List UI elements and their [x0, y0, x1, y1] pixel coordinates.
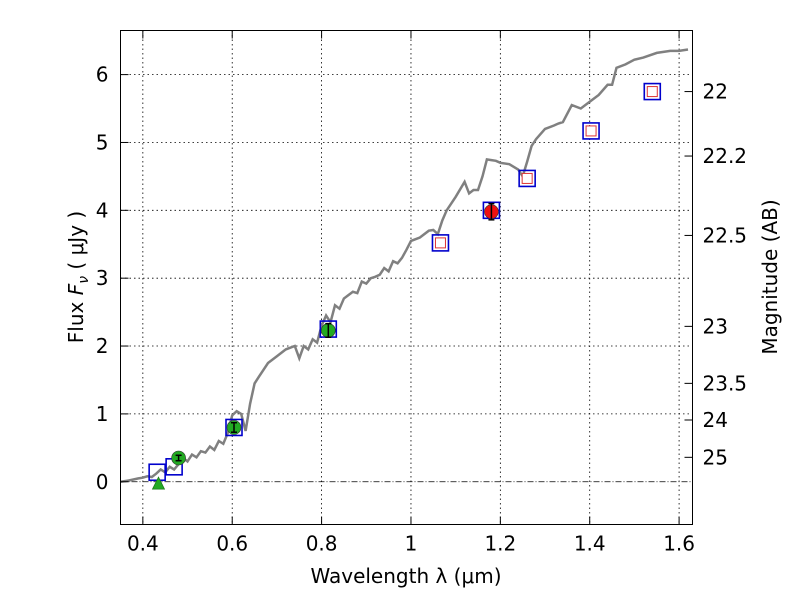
y2-tick-label: 24 — [703, 408, 728, 432]
y-tick-label: 5 — [96, 130, 109, 154]
nir-observed-point — [585, 125, 597, 137]
model-photometry-point — [518, 169, 536, 188]
axis-labels: Wavelength λ (μm) Flux Fν ( μJy ) Magnit… — [64, 199, 782, 588]
plot-frame — [120, 30, 693, 525]
y-axis-label-sub: ν — [76, 276, 92, 284]
model-photometry-point — [431, 234, 450, 252]
ticks: 0.4 0.6 0.8 1 1.2 1.4 1.601234562222.222.52323… — [96, 30, 748, 556]
x-tick-label: 0.8 — [306, 532, 338, 556]
x-tick-label: 1.4 — [574, 532, 606, 556]
y2-tick-label: 23 — [703, 314, 728, 338]
y2-tick-label: 25 — [703, 445, 728, 469]
y-tick-label: 2 — [96, 334, 109, 358]
nir-observed-point — [434, 237, 446, 249]
y-tick-label: 0 — [96, 470, 109, 494]
y-axis-label: Flux Fν ( μJy ) — [64, 211, 92, 343]
y2-tick-label: 22 — [703, 80, 728, 104]
x-tick-label: 1.2 — [484, 532, 516, 556]
x-axis-label: Wavelength λ (μm) — [310, 564, 501, 588]
y-axis-label-suffix: ( μJy ) — [64, 211, 88, 276]
y-tick-label: 1 — [96, 402, 109, 426]
x-tick-label: 0.4 — [127, 532, 159, 556]
y-tick-label: 3 — [96, 266, 109, 290]
x-tick-label: 1 — [405, 532, 418, 556]
model-spectrum-line — [120, 48, 689, 484]
upper-limit-point — [151, 476, 166, 490]
grid — [120, 30, 693, 525]
x-tick-label: 1.6 — [663, 532, 695, 556]
model-photometry-point — [582, 122, 600, 140]
data-layer — [120, 48, 689, 490]
model-photometry-point — [225, 418, 243, 437]
nir-observed-point — [646, 86, 658, 98]
y-axis-label-prefix: Flux — [64, 295, 88, 343]
y-tick-label: 6 — [96, 63, 109, 87]
x-tick-label: 0.6 — [216, 532, 248, 556]
nir-observed-point — [521, 172, 533, 184]
y2-tick-label: 22.5 — [703, 223, 748, 247]
model-photometry-point — [643, 82, 662, 101]
y2-axis-label: Magnitude (AB) — [758, 199, 782, 354]
y-axis-label-var: F — [64, 283, 88, 295]
y2-tick-label: 22.2 — [703, 144, 748, 168]
y2-tick-label: 23.5 — [703, 371, 748, 395]
y-tick-label: 4 — [96, 198, 109, 222]
